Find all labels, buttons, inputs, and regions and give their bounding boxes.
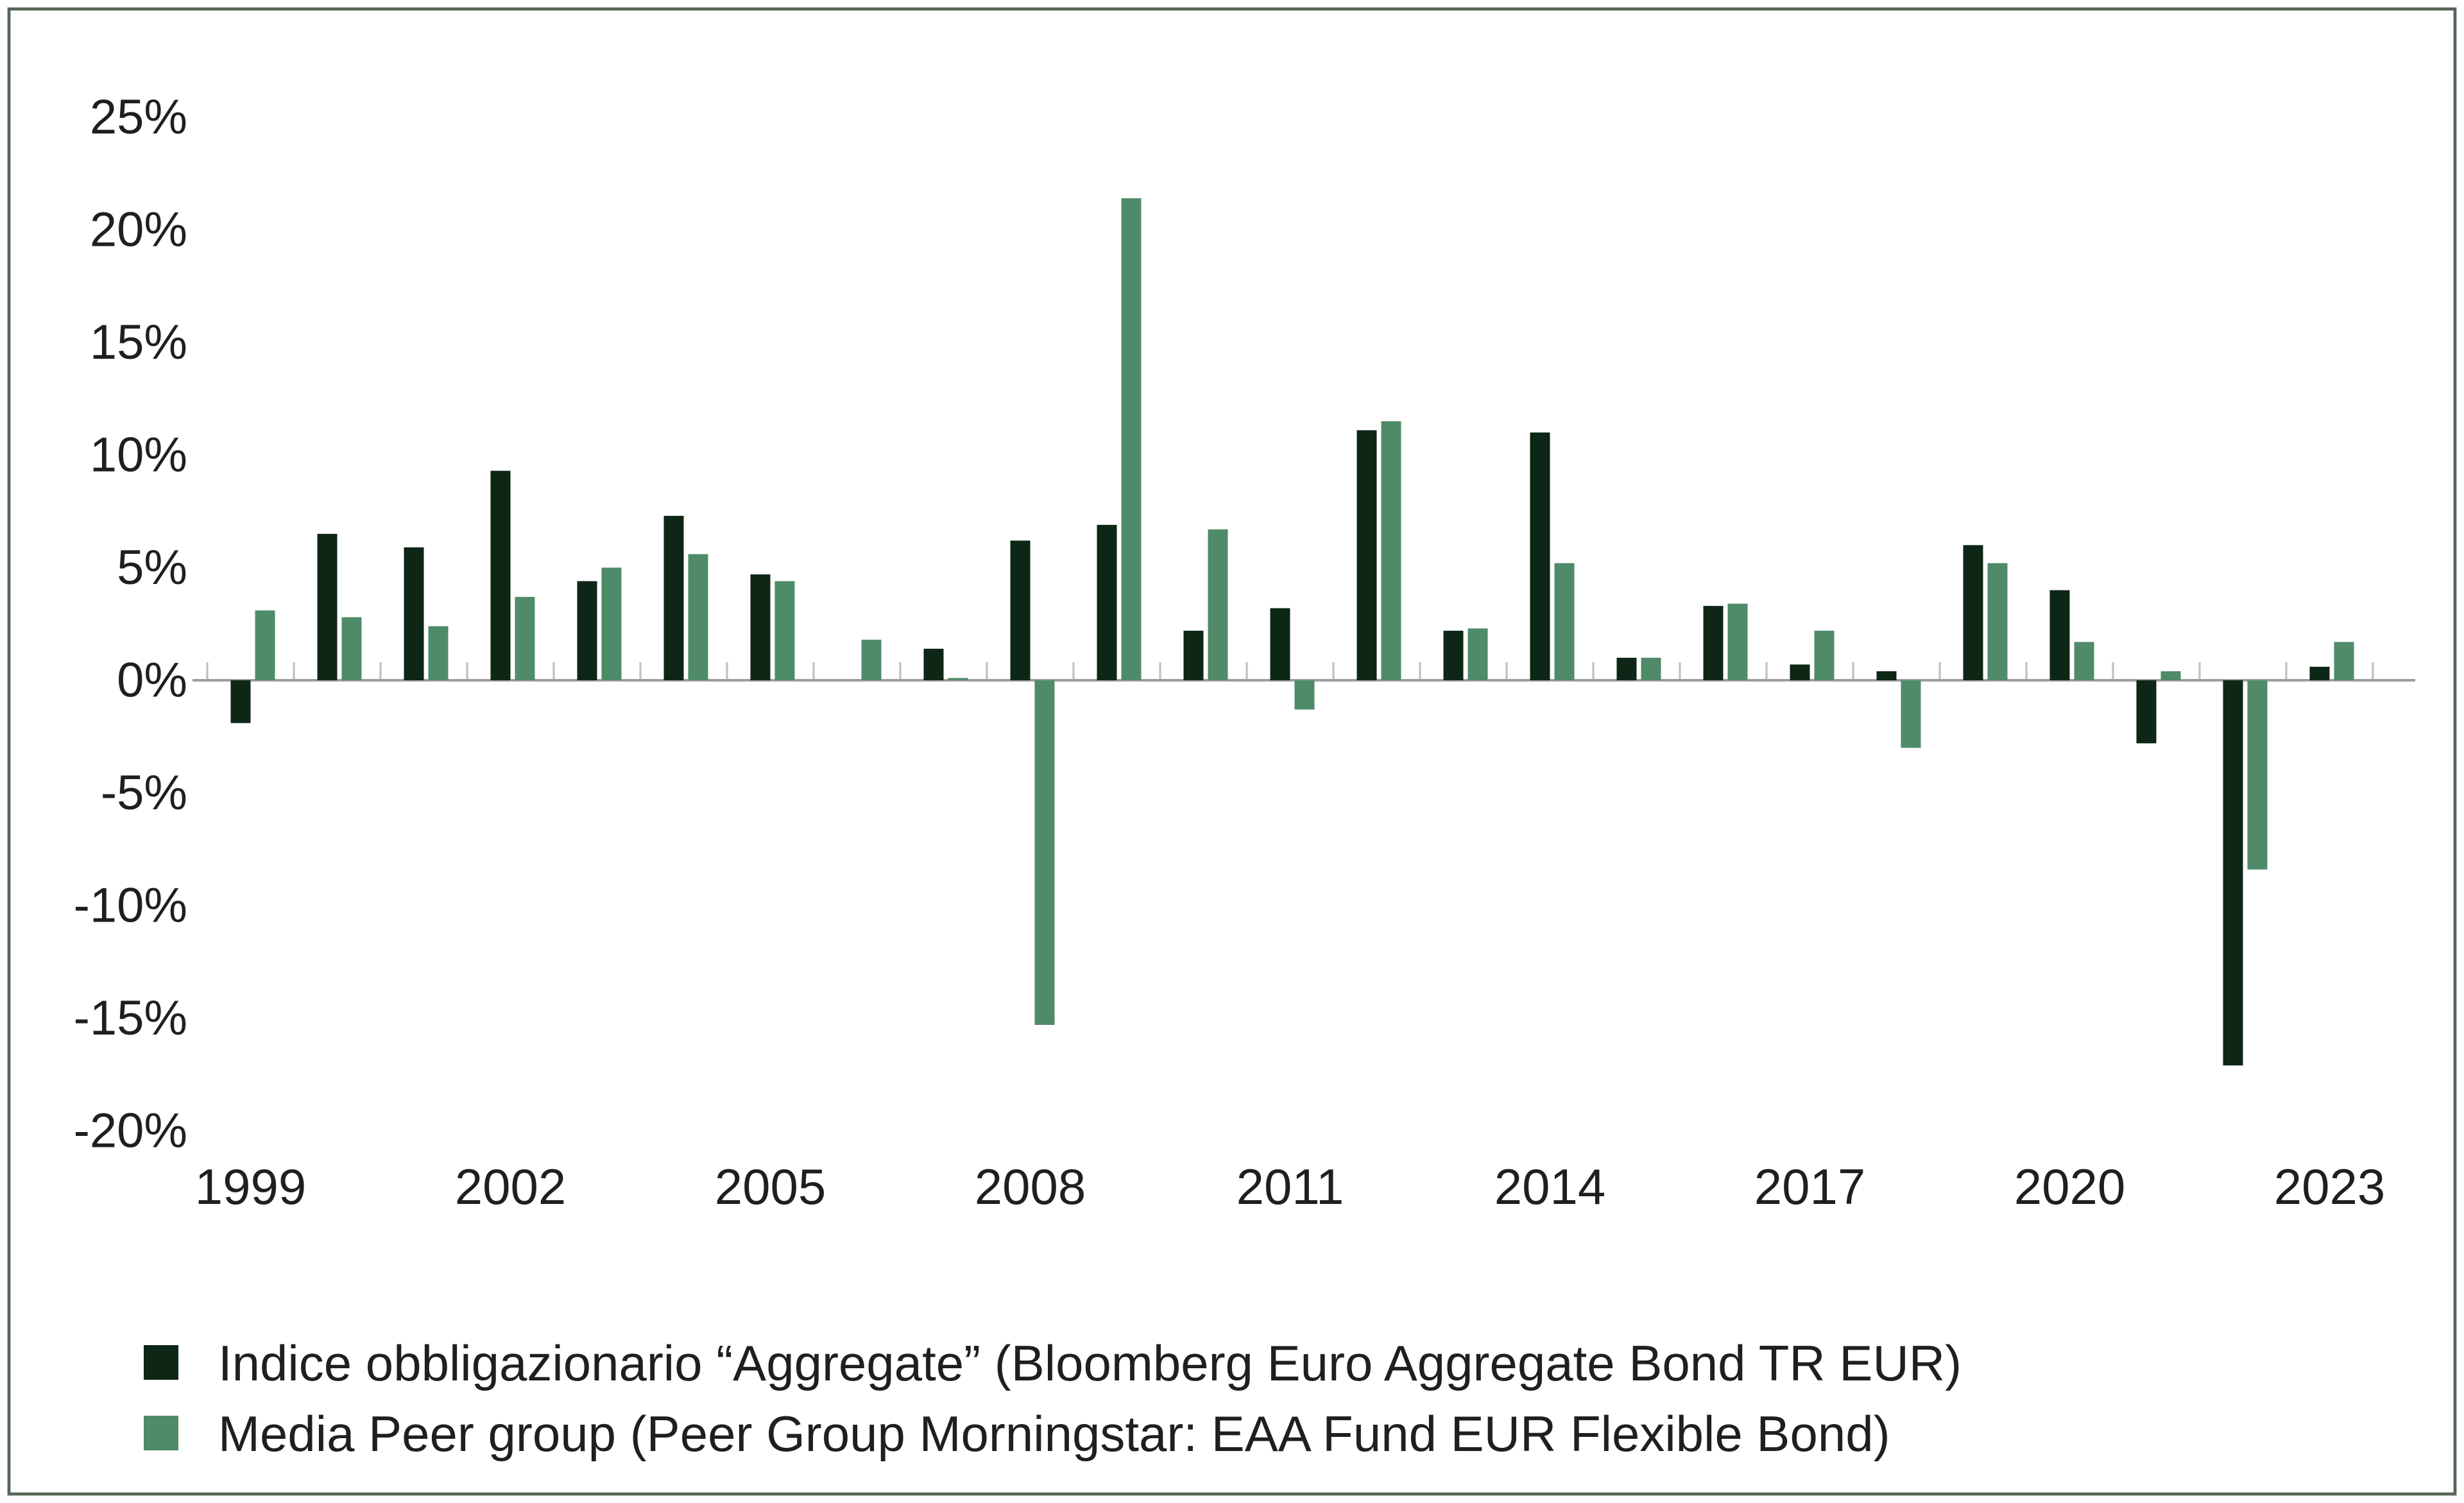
bar-peer-2004 <box>688 554 708 680</box>
bar-index-2010 <box>1183 630 1204 680</box>
x-axis-label-2002: 2002 <box>455 1158 567 1215</box>
bar-peer-2013 <box>1467 628 1488 680</box>
bar-peer-2008 <box>1034 680 1055 1026</box>
bar-peer-2023 <box>2334 642 2354 680</box>
legend-swatch-peer-group <box>144 1416 178 1450</box>
legend: Indice obbligazionario “Aggregate” (Bloo… <box>144 1335 1962 1462</box>
x-axis-label-2008: 2008 <box>975 1158 1086 1215</box>
bar-index-2000 <box>317 533 338 680</box>
bar-peer-2019 <box>1987 563 2008 680</box>
bar-index-2020 <box>2049 590 2070 680</box>
bar-peer-2012 <box>1381 421 1401 680</box>
bar-index-2013 <box>1443 630 1464 680</box>
bar-index-2022 <box>2223 680 2243 1066</box>
bar-index-2019 <box>1963 545 1983 680</box>
x-axis-label-2014: 2014 <box>1494 1158 1606 1215</box>
bar-index-2011 <box>1270 608 1290 680</box>
bar-index-2005 <box>750 574 771 680</box>
x-axis-label-2011: 2011 <box>1236 1158 1344 1215</box>
bar-peer-2018 <box>1901 680 1921 748</box>
y-axis-label-20: 20% <box>90 203 187 257</box>
bar-index-2007 <box>923 648 944 680</box>
bar-peer-2016 <box>1727 603 1748 680</box>
bar-index-2021 <box>2136 680 2157 744</box>
y-axis-label--20: -20% <box>74 1104 187 1158</box>
bar-peer-2000 <box>341 617 362 680</box>
y-axis-label-10: 10% <box>90 428 187 483</box>
bars <box>230 198 2354 1066</box>
bar-index-2001 <box>404 547 424 680</box>
legend-swatch-aggregate-index <box>144 1345 178 1380</box>
y-axis-label--15: -15% <box>74 991 187 1045</box>
bar-index-2012 <box>1356 430 1377 680</box>
bar-index-1999 <box>230 680 251 723</box>
bar-peer-2001 <box>428 626 449 680</box>
bar-peer-2006 <box>861 639 882 680</box>
bar-peer-2011 <box>1294 680 1315 710</box>
bar-peer-2015 <box>1641 657 1661 680</box>
x-axis-label-2017: 2017 <box>1754 1158 1866 1215</box>
y-axis-label-5: 5% <box>117 540 187 595</box>
bar-peer-2022 <box>2247 680 2268 870</box>
y-axis-label-15: 15% <box>90 315 187 370</box>
y-axis-label-0: 0% <box>117 653 187 708</box>
y-axis-label--5: -5% <box>101 766 187 820</box>
bar-index-2015 <box>1616 657 1637 680</box>
bar-index-2008 <box>1010 540 1031 680</box>
bar-peer-2007 <box>948 678 968 680</box>
y-axis-label--10: -10% <box>74 879 187 933</box>
bar-index-2023 <box>2309 666 2330 680</box>
x-axis-ticks <box>206 662 2374 680</box>
bar-index-2018 <box>1876 671 1897 680</box>
bar-index-2017 <box>1790 664 1810 680</box>
chart-frame-border <box>7 7 2457 1496</box>
bar-peer-2009 <box>1121 198 1142 680</box>
bar-index-2016 <box>1703 606 1724 680</box>
bar-peer-2014 <box>1554 563 1575 680</box>
y-axis-label-25: 25% <box>90 90 187 144</box>
bar-index-2009 <box>1097 524 1117 680</box>
bar-index-2002 <box>490 470 511 680</box>
bar-peer-2010 <box>1208 529 1228 680</box>
x-axis-labels: 1999 2002 2005 2008 2011 2014 2017 2020 2023 <box>195 1158 2386 1215</box>
bar-peer-2017 <box>1814 630 1835 680</box>
bar-index-2004 <box>663 515 684 680</box>
x-axis-label-2005: 2005 <box>715 1158 826 1215</box>
legend-label-peer-group: Media Peer group (Peer Group Morningstar… <box>218 1405 1890 1462</box>
legend-label-aggregate-index: Indice obbligazionario “Aggregate” (Bloo… <box>218 1335 1962 1391</box>
bar-peer-2003 <box>601 567 622 680</box>
bar-peer-2020 <box>2074 642 2094 680</box>
x-axis-label-1999: 1999 <box>195 1158 307 1215</box>
x-axis-label-2020: 2020 <box>2014 1158 2126 1215</box>
bar-index-2003 <box>577 581 597 680</box>
bar-peer-1999 <box>255 610 275 680</box>
bar-peer-2021 <box>2160 671 2181 680</box>
y-axis-labels: 25% 20% 15% 10% 5% 0% -5% -10% -15% -20% <box>74 90 187 1158</box>
bar-peer-2002 <box>515 597 535 680</box>
bar-index-2014 <box>1530 432 1550 680</box>
bar-peer-2005 <box>774 581 795 680</box>
x-axis-label-2023: 2023 <box>2274 1158 2386 1215</box>
